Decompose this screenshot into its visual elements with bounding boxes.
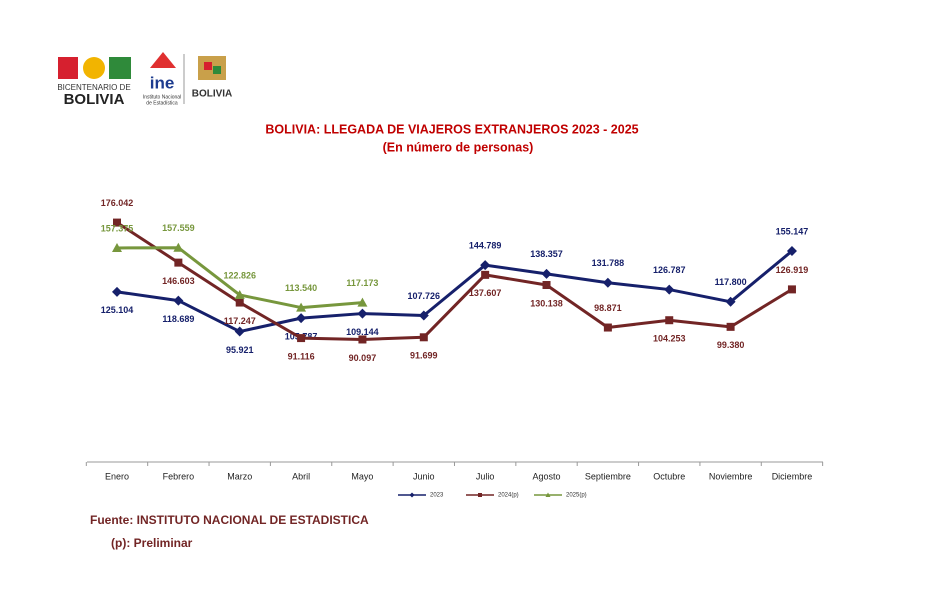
data-label: 113.540 [285, 283, 317, 293]
logo-text: Instituto Nacional [143, 94, 181, 100]
marker [602, 277, 613, 288]
logo-block [150, 52, 176, 68]
logo-block [109, 57, 131, 79]
marker [297, 334, 306, 343]
marker [357, 308, 368, 319]
data-label: 146.603 [162, 276, 195, 286]
marker [174, 258, 183, 267]
marker [173, 242, 184, 252]
marker [480, 260, 491, 271]
x-tick-label: Agosto [533, 471, 561, 481]
marker [664, 284, 675, 295]
data-label: 95.921 [226, 345, 254, 355]
series-line [116, 249, 793, 334]
marker [235, 298, 244, 307]
data-label: 117.247 [224, 316, 256, 326]
series-line [116, 221, 793, 341]
data-label: 126.787 [653, 265, 686, 275]
marker [296, 302, 307, 312]
data-label: 138.357 [530, 249, 563, 259]
data-label: 104.253 [653, 334, 686, 344]
chart-subtitle: (En número de personas) [383, 140, 534, 154]
legend-marker [409, 492, 415, 498]
marker [112, 286, 122, 297]
logo-text: BICENTENARIO DE [57, 83, 130, 92]
data-label: 117.173 [346, 278, 378, 288]
data-label: 157.559 [162, 223, 195, 233]
logo-text: ine [150, 73, 175, 92]
data-label: 126.919 [776, 265, 809, 275]
marker [665, 316, 674, 325]
source: Fuente: INSTITUTO NACIONAL DE ESTADISTIC… [90, 513, 369, 527]
data-label: 107.726 [408, 291, 441, 301]
logo-text: BOLIVIA [192, 89, 233, 100]
legend-label: 2024(p) [498, 493, 519, 499]
x-tick-label: Septiembre [585, 471, 631, 481]
logo-block [213, 66, 221, 74]
marker [481, 270, 490, 279]
x-tick-label: Abril [292, 471, 310, 481]
marker [357, 297, 368, 307]
logo-text: de Estadística [146, 100, 178, 106]
marker [542, 281, 551, 290]
logo-block [58, 57, 78, 79]
data-label: 90.097 [349, 353, 377, 363]
marker [418, 310, 429, 321]
data-label: 131.788 [592, 258, 625, 268]
marker [234, 289, 245, 299]
x-tick-label: Julio [476, 471, 495, 481]
logo-text: BOLIVIA [64, 91, 125, 108]
data-label: 155.147 [776, 226, 809, 236]
chart-title: BOLIVIA: LLEGADA DE VIAJEROS EXTRANJEROS… [265, 122, 638, 136]
x-tick-label: Junio [413, 471, 435, 481]
note: (p): Preliminar [111, 536, 193, 550]
marker [113, 218, 121, 227]
x-tick-label: Marzo [227, 471, 252, 481]
marker [358, 335, 367, 344]
marker [112, 242, 122, 252]
data-label: 144.789 [469, 240, 502, 250]
data-label: 130.138 [530, 298, 563, 308]
data-label: 99.380 [717, 340, 745, 350]
marker [296, 313, 307, 324]
legend-label: 2025(p) [566, 493, 587, 499]
x-tick-label: Diciembre [772, 471, 813, 481]
x-tick-label: Noviembre [709, 471, 753, 481]
marker [234, 326, 245, 337]
marker [787, 285, 796, 294]
marker [786, 246, 797, 257]
data-label: 109.144 [346, 327, 379, 337]
marker [541, 268, 552, 279]
data-label: 98.871 [594, 303, 622, 313]
logo-ine: ine Instituto Nacional de Estadística [143, 52, 185, 106]
x-tick-label: Febrero [163, 471, 195, 481]
logo-ministerio: BOLIVIA [192, 56, 233, 100]
logo-bicentenario: BICENTENARIO DE BOLIVIA [57, 57, 131, 108]
marker [603, 323, 612, 332]
data-label: 117.800 [715, 277, 747, 287]
x-tick-label: Enero [105, 471, 129, 481]
legend-marker [545, 492, 551, 497]
data-label: 118.689 [162, 314, 194, 324]
marker [419, 333, 428, 342]
data-label: 91.116 [288, 351, 315, 361]
logo-block [204, 62, 212, 70]
data-label: 125.104 [101, 305, 134, 315]
x-tick-label: Octubre [653, 471, 685, 481]
x-tick-label: Mayo [351, 471, 373, 481]
legend-label: 2023 [430, 493, 444, 499]
marker [726, 322, 735, 331]
data-label: 91.699 [410, 351, 438, 361]
data-label: 137.607 [469, 288, 502, 298]
marker [173, 295, 184, 306]
marker [725, 296, 736, 307]
logo-block [83, 57, 105, 79]
data-label: 157.375 [101, 223, 134, 233]
data-label: 176.042 [101, 198, 134, 208]
legend-marker [478, 493, 482, 497]
data-label: 122.826 [223, 270, 256, 280]
